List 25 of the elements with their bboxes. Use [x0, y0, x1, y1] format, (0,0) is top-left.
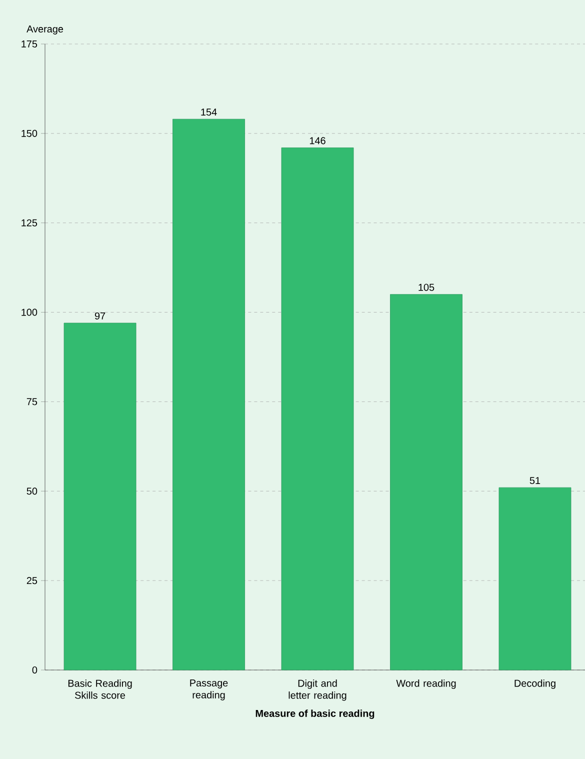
x-tick-label: Word reading — [396, 680, 456, 689]
data-label: 97 — [94, 312, 106, 320]
bar — [498, 487, 572, 670]
x-tick-label: Passage reading — [190, 680, 228, 700]
data-label: 105 — [418, 284, 434, 291]
data-label: 154 — [201, 108, 217, 116]
y-tick-label: 0 — [32, 666, 38, 674]
x-tick-label: Decoding — [514, 680, 556, 689]
data-label: 146 — [310, 137, 326, 144]
y-tick-label: 25 — [26, 577, 38, 584]
x-tick-label: Basic Reading Skills score — [68, 680, 132, 699]
y-tick-label: 100 — [22, 308, 38, 316]
y-axis-title: Average — [26, 26, 64, 34]
y-tick-label: 175 — [22, 40, 38, 48]
bar — [172, 118, 245, 670]
data-label: 51 — [530, 477, 540, 484]
y-tick-label: 50 — [26, 488, 38, 495]
y-tick-label: 75 — [26, 398, 38, 406]
bar — [281, 148, 354, 670]
bar — [390, 294, 462, 670]
x-tick-label: Digit and letter reading — [288, 680, 346, 701]
bar — [64, 322, 136, 670]
x-axis-title: Measure of basic reading — [256, 710, 374, 719]
y-tick-label: 125 — [22, 219, 38, 226]
y-tick-label: 150 — [22, 130, 38, 137]
